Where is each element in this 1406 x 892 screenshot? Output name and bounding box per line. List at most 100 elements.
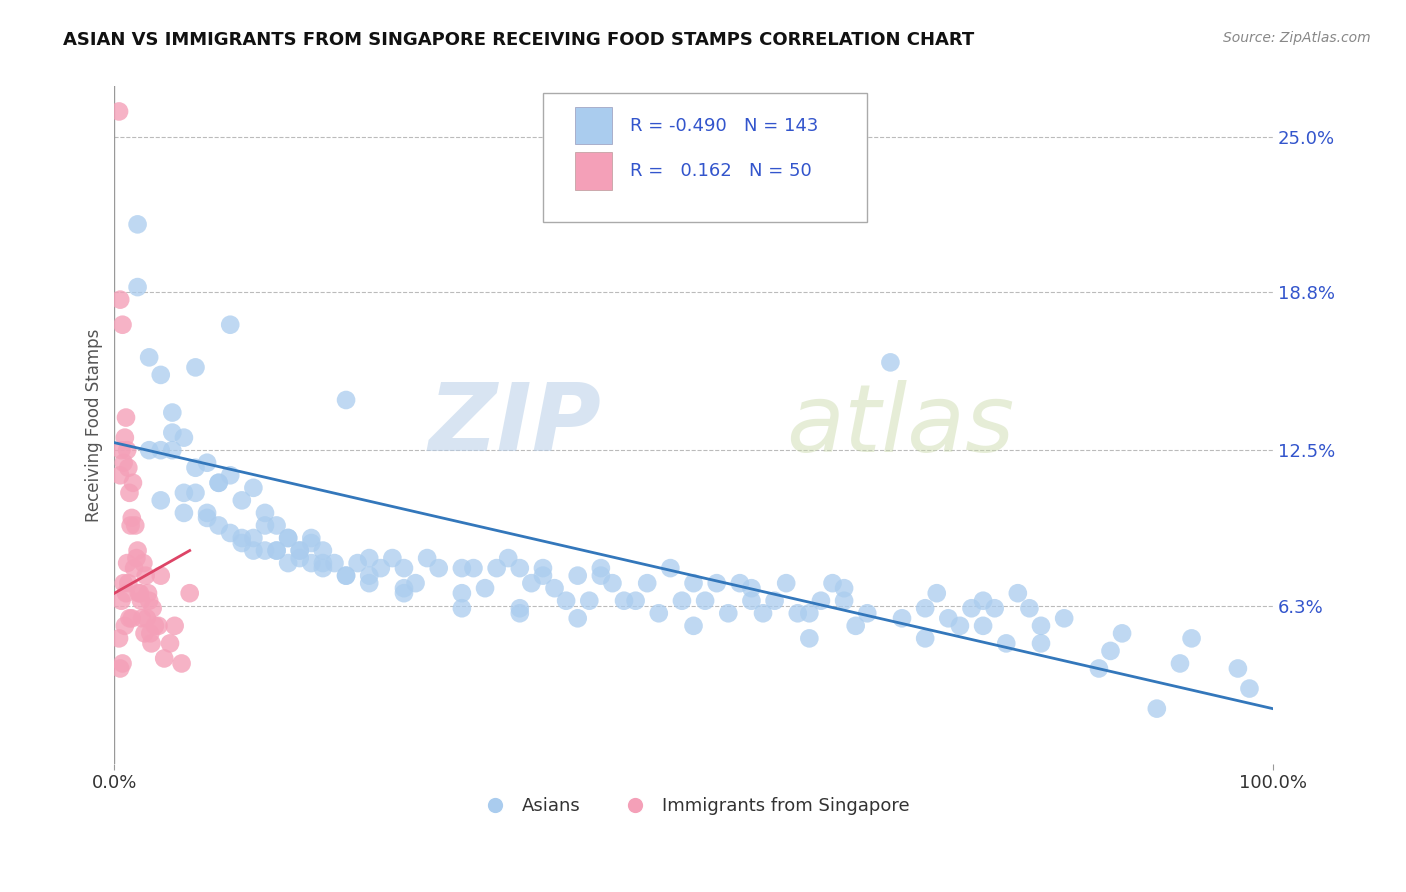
Point	[195, 506, 218, 520]
Y-axis label: Receiving Food Stamps: Receiving Food Stamps	[86, 328, 103, 522]
Point	[299, 536, 322, 550]
Point	[879, 355, 901, 369]
Point	[117, 576, 139, 591]
Point	[149, 368, 172, 382]
Point	[925, 586, 948, 600]
Point	[359, 551, 381, 566]
Point	[288, 543, 311, 558]
Point	[589, 568, 612, 582]
Point	[891, 611, 914, 625]
Point	[153, 651, 176, 665]
Point	[277, 531, 299, 545]
Point	[531, 561, 554, 575]
Point	[266, 543, 288, 558]
Text: atlas: atlas	[786, 380, 1015, 471]
Point	[578, 593, 600, 607]
Point	[122, 561, 145, 575]
Point	[1007, 586, 1029, 600]
Point	[110, 443, 132, 458]
Point	[266, 518, 288, 533]
Point	[128, 586, 150, 600]
Point	[567, 568, 589, 582]
Point	[115, 586, 138, 600]
Point	[163, 619, 186, 633]
Point	[1053, 611, 1076, 625]
Point	[1111, 626, 1133, 640]
Point	[122, 475, 145, 490]
Point	[288, 551, 311, 566]
Point	[148, 619, 170, 633]
Point	[543, 581, 565, 595]
Point	[162, 443, 184, 458]
Point	[799, 607, 821, 621]
Point	[799, 632, 821, 646]
Point	[118, 486, 141, 500]
FancyBboxPatch shape	[575, 107, 613, 145]
Point	[509, 561, 531, 575]
Text: ASIAN VS IMMIGRANTS FROM SINGAPORE RECEIVING FOOD STAMPS CORRELATION CHART: ASIAN VS IMMIGRANTS FROM SINGAPORE RECEI…	[63, 31, 974, 49]
Point	[231, 493, 253, 508]
Point	[111, 657, 134, 671]
Point	[914, 632, 936, 646]
Point	[392, 581, 415, 595]
Point	[127, 218, 149, 232]
Text: ZIP: ZIP	[427, 379, 600, 471]
Point	[405, 576, 427, 591]
Point	[266, 543, 288, 558]
Point	[392, 586, 415, 600]
Point	[740, 581, 762, 595]
Point	[717, 607, 740, 621]
Point	[624, 593, 647, 607]
Point	[131, 611, 153, 625]
Point	[195, 456, 218, 470]
Point	[132, 556, 155, 570]
Point	[312, 556, 335, 570]
Point	[960, 601, 983, 615]
Point	[1180, 632, 1202, 646]
Point	[110, 593, 132, 607]
Point	[170, 657, 193, 671]
Point	[242, 531, 264, 545]
Point	[567, 611, 589, 625]
Point	[277, 531, 299, 545]
FancyBboxPatch shape	[543, 93, 868, 222]
Point	[695, 593, 717, 607]
Point	[231, 536, 253, 550]
Point	[346, 556, 368, 570]
Point	[312, 543, 335, 558]
Point	[184, 460, 207, 475]
Point	[451, 601, 474, 615]
Point	[832, 593, 855, 607]
Point	[821, 576, 844, 591]
Point	[242, 481, 264, 495]
Point	[121, 611, 143, 625]
Point	[786, 607, 808, 621]
Point	[128, 586, 150, 600]
Point	[335, 568, 357, 582]
Point	[359, 576, 381, 591]
Text: R = -0.490   N = 143: R = -0.490 N = 143	[630, 117, 818, 135]
Point	[111, 318, 134, 332]
Point	[949, 619, 972, 633]
Point	[127, 543, 149, 558]
Point	[173, 431, 195, 445]
Point	[231, 531, 253, 545]
Point	[108, 661, 131, 675]
Point	[763, 593, 786, 607]
Point	[114, 431, 136, 445]
Point	[427, 561, 450, 575]
Point	[983, 601, 1005, 615]
Text: R =   0.162   N = 50: R = 0.162 N = 50	[630, 162, 811, 180]
Legend: Asians, Immigrants from Singapore: Asians, Immigrants from Singapore	[470, 790, 917, 822]
Point	[118, 611, 141, 625]
Point	[335, 392, 357, 407]
Point	[141, 636, 163, 650]
Point	[589, 561, 612, 575]
Point	[121, 511, 143, 525]
Point	[299, 556, 322, 570]
Point	[184, 486, 207, 500]
Point	[972, 593, 994, 607]
Point	[613, 593, 636, 607]
Point	[531, 568, 554, 582]
Point	[636, 576, 658, 591]
